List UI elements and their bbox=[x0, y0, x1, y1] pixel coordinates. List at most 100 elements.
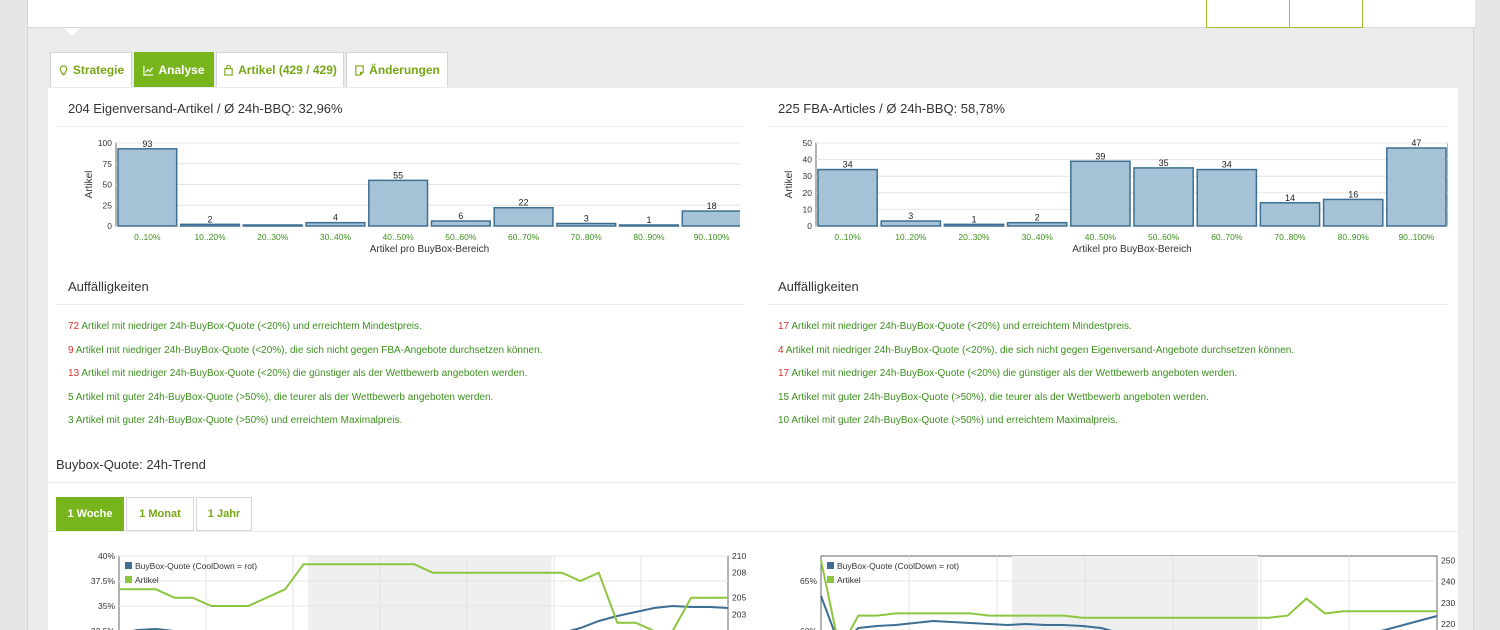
bar-value-label: 18 bbox=[707, 201, 717, 211]
bar bbox=[368, 179, 429, 227]
issue-count: 5 bbox=[68, 391, 74, 403]
issue-text: Artikel mit guter 24h-BuyBox-Quote (>50%… bbox=[789, 391, 1209, 403]
series-line-artikel bbox=[820, 560, 1437, 630]
bar-value-label: 93 bbox=[142, 139, 152, 149]
x-tick-label: 30..40% bbox=[320, 232, 352, 242]
issue-item[interactable]: 13 Artikel mit niedriger 24h-BuyBox-Quot… bbox=[68, 368, 527, 379]
trend-title: Buybox-Quote: 24h-Trend bbox=[56, 457, 206, 472]
x-tick-label: 80..90% bbox=[633, 232, 665, 242]
toolbar-button-left[interactable] bbox=[1206, 0, 1290, 28]
x-axis-label: Artikel pro BuyBox-Bereich bbox=[370, 244, 490, 255]
issue-count: 3 bbox=[68, 415, 74, 426]
tab-label: Artikel (429 / 429) bbox=[238, 63, 337, 77]
y-tick-label: 0 bbox=[807, 221, 812, 231]
bar-value-label: 3 bbox=[908, 211, 913, 221]
legend-label: Artikel bbox=[135, 575, 159, 585]
y-tick-label: 60% bbox=[800, 626, 817, 630]
bar bbox=[1133, 167, 1194, 227]
y-tick-label: 75 bbox=[103, 159, 113, 169]
issue-count: 9 bbox=[68, 344, 74, 356]
trend-chart-eigenversand: 32.5% 35% 37.5% 40% 203 205 208 210 Artikel BuyBo… bbox=[91, 551, 746, 630]
issue-text: Artikel mit guter 24h-BuyBox-Quote (>50%… bbox=[789, 415, 1118, 426]
x-tick-label: 60..70% bbox=[1211, 232, 1243, 242]
issue-item[interactable]: 17 Artikel mit niedriger 24h-BuyBox-Quot… bbox=[778, 368, 1237, 379]
legend-swatch bbox=[827, 562, 834, 569]
y-tick-label: 20 bbox=[803, 188, 813, 198]
bar bbox=[1070, 160, 1131, 227]
issue-item[interactable]: 10 Artikel mit guter 24h-BuyBox-Quote (>… bbox=[778, 415, 1118, 426]
divider bbox=[768, 126, 1448, 127]
tab-strategie[interactable]: Strategie bbox=[50, 52, 132, 87]
bar bbox=[242, 224, 303, 227]
tab-label: Analyse bbox=[158, 63, 205, 77]
divider bbox=[48, 482, 1458, 483]
analysis-panel: 204 Eigenversand-Artikel / Ø 24h-BBQ: 32… bbox=[48, 88, 1458, 630]
bar-value-label: 1 bbox=[646, 215, 651, 225]
bar bbox=[817, 168, 878, 227]
issue-item[interactable]: 4 Artikel mit niedriger 24h-BuyBox-Quote… bbox=[778, 345, 1294, 356]
bar bbox=[1196, 168, 1258, 227]
bar bbox=[1006, 221, 1068, 227]
series-line-artikel bbox=[119, 563, 728, 630]
y-tick-label: 0 bbox=[107, 221, 112, 231]
fba-heading: 225 FBA-Articles / Ø 24h-BBQ: 58,78% bbox=[778, 101, 1005, 116]
app-frame: Strategie Analyse Artikel (429 / 429) Än… bbox=[27, 0, 1475, 630]
bar bbox=[117, 148, 178, 227]
issue-item[interactable]: 17 Artikel mit niedriger 24h-BuyBox-Quot… bbox=[778, 321, 1132, 332]
issue-text: Artikel mit niedriger 24h-BuyBox-Quote (… bbox=[73, 344, 543, 356]
x-tick-label: 0..10% bbox=[134, 232, 161, 242]
bar-value-label: 6 bbox=[458, 211, 463, 221]
bar bbox=[880, 220, 942, 227]
y-tick-label: 35% bbox=[98, 601, 115, 611]
y2-tick-label: 240 bbox=[1441, 577, 1455, 587]
bar bbox=[179, 223, 241, 227]
lightbulb-icon bbox=[59, 64, 68, 75]
x-tick-label: 70..80% bbox=[1274, 232, 1306, 242]
y-tick-label: 40% bbox=[98, 551, 115, 561]
legend-swatch bbox=[125, 576, 132, 583]
tab-analyse[interactable]: Analyse bbox=[134, 52, 214, 87]
issue-item[interactable]: 9 Artikel mit niedriger 24h-BuyBox-Quote… bbox=[68, 345, 542, 356]
issue-count: 72 bbox=[68, 321, 80, 332]
issue-item[interactable]: 3 Artikel mit guter 24h-BuyBox-Quote (>5… bbox=[68, 415, 402, 426]
bar bbox=[493, 206, 554, 227]
issue-item[interactable]: 72 Artikel mit niedriger 24h-BuyBox-Quot… bbox=[68, 321, 422, 332]
range-1-woche[interactable]: 1 Woche bbox=[56, 497, 124, 531]
issue-item[interactable]: 5 Artikel mit guter 24h-BuyBox-Quote (>5… bbox=[68, 392, 493, 403]
range-1-monat[interactable]: 1 Monat bbox=[126, 497, 194, 531]
dropdown-caret bbox=[64, 28, 80, 36]
tab-artikel[interactable]: Artikel (429 / 429) bbox=[216, 52, 344, 87]
bar-value-label: 47 bbox=[1411, 138, 1421, 148]
divider bbox=[56, 304, 744, 305]
x-tick-label: 30..40% bbox=[1022, 232, 1054, 242]
legend-swatch bbox=[125, 562, 132, 569]
issue-text: Artikel mit niedriger 24h-BuyBox-Quote (… bbox=[79, 321, 422, 332]
bar bbox=[943, 223, 1005, 227]
x-tick-label: 60..70% bbox=[508, 232, 540, 242]
issue-text: Artikel mit niedriger 24h-BuyBox-Quote (… bbox=[789, 321, 1132, 332]
right-issues-heading: Auffälligkeiten bbox=[778, 279, 859, 294]
top-toolbar bbox=[28, 0, 1475, 28]
x-tick-label: 70..80% bbox=[571, 232, 603, 242]
trend-chart-fba: 60%65%210220230240250ArtikelBuyBox-Quote… bbox=[800, 555, 1455, 630]
range-1-jahr[interactable]: 1 Jahr bbox=[196, 497, 252, 531]
bar-value-label: 1 bbox=[971, 214, 976, 224]
x-tick-label: 40..50% bbox=[1085, 232, 1117, 242]
x-tick-label: 10..20% bbox=[194, 232, 226, 242]
issue-count: 17 bbox=[778, 321, 790, 332]
bar-value-label: 2 bbox=[208, 214, 213, 224]
issue-count: 15 bbox=[778, 391, 790, 403]
y2-tick-label: 210 bbox=[732, 551, 746, 561]
x-tick-label: 40..50% bbox=[383, 232, 415, 242]
tab-aenderungen[interactable]: Änderungen bbox=[346, 52, 448, 87]
y-tick-label: 32.5% bbox=[91, 626, 116, 630]
series-line-buybox bbox=[132, 604, 729, 630]
y-tick-label: 100 bbox=[98, 138, 112, 148]
x-tick-label: 20..30% bbox=[257, 232, 289, 242]
y2-tick-label: 208 bbox=[732, 568, 746, 578]
toolbar-button-right[interactable] bbox=[1289, 0, 1363, 28]
bar-value-label: 16 bbox=[1348, 189, 1358, 199]
issue-item[interactable]: 15 Artikel mit guter 24h-BuyBox-Quote (>… bbox=[778, 392, 1209, 403]
y2-tick-label: 220 bbox=[1441, 619, 1455, 629]
bar-value-label: 55 bbox=[393, 170, 403, 180]
